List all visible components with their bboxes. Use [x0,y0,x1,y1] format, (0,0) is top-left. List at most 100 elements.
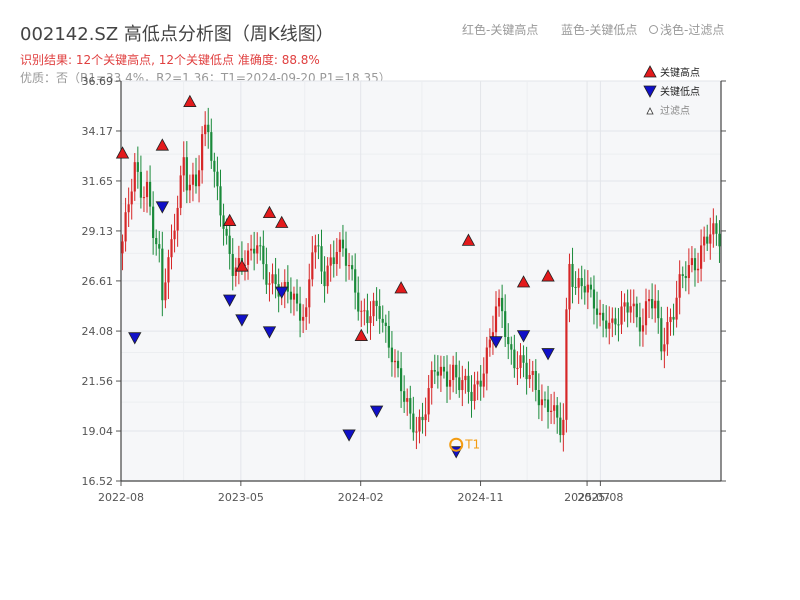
candle-body [317,245,320,247]
candle-body [298,303,302,321]
candle-body [182,157,185,176]
candle-body [537,389,540,406]
y-tick-label: 19.04 [82,425,114,438]
candle-body [326,265,329,287]
candle-body [259,245,262,247]
candle-body [237,258,240,268]
candle-body [684,276,687,279]
candle-body [461,380,464,391]
candle-body [602,312,605,321]
key-low-marker [275,286,289,299]
candle-body [608,322,611,329]
candle-body [262,245,265,265]
legend-label: 关键高点 [660,66,700,79]
candle-body [611,318,614,323]
candle-body [620,306,623,325]
candle-body [204,124,207,135]
candle-body [133,162,136,192]
candle-body [253,248,256,254]
t1-label: T1 [464,438,480,452]
key-high-marker [183,94,197,107]
legend-high-text: 红色-关键高点 [462,23,539,37]
candle-body [479,380,482,387]
candle-body [197,170,201,187]
candle-body [234,267,237,276]
candle-body [442,366,446,372]
candle-body [207,124,210,133]
candle-body [161,248,164,301]
candle-body [690,258,694,266]
candle-body [467,375,470,392]
candle-body [188,184,191,191]
candle-body [127,204,130,213]
candle-body [516,367,519,369]
key-low-marker [222,294,237,307]
candle-body [179,175,182,208]
candle-body [568,263,571,310]
candle-body [562,419,565,436]
candle-body [421,416,424,421]
candle-body [302,316,305,321]
candle-body [201,134,204,171]
candle-body [335,251,338,265]
candle-body [265,264,268,285]
candle-body [565,309,568,420]
candle-body [448,379,452,387]
candle-body [430,370,433,389]
key-high-marker [541,269,555,282]
key-high-marker [275,215,289,228]
candle-body [464,375,467,381]
candle-body [482,373,485,387]
candle-body [583,286,586,293]
legend-filtered-text: 浅色-过滤点 [649,21,724,38]
candle-body [559,417,562,436]
candle-body [605,320,608,329]
candle-body [525,362,528,380]
candle-body [338,239,341,252]
candle-body [158,244,161,249]
candle-body [614,318,617,325]
candle-body [681,274,684,277]
hollow-circle-icon [649,25,658,34]
candle-body [703,236,706,246]
candle-body [528,374,531,380]
candle-body [519,355,522,368]
candle-body [387,325,390,348]
candle-body [210,132,213,161]
t1-circle [449,437,464,452]
y-tick-label: 29.13 [82,225,114,238]
candle-body [130,191,133,205]
candle-body [142,197,146,199]
candle-body [644,301,648,326]
candle-body [185,157,188,191]
candle-body [351,265,354,270]
candle-body [534,370,537,390]
candle-body [657,300,660,319]
legend-label: 过滤点 [660,104,690,117]
candle-body [170,239,173,258]
candle-body [396,360,400,369]
key-high-marker [235,259,249,272]
candle-body [455,364,458,378]
candle-body [372,300,375,317]
y-tick-label: 24.08 [82,325,114,338]
candle-body [617,324,620,326]
candle-body [152,206,155,239]
candle-body [369,316,372,324]
candle-body [439,366,442,376]
key-low-marker [128,332,142,345]
candle-body [531,370,534,375]
y-tick-label: 36.69 [82,75,114,88]
candle-body [246,250,250,265]
key-high-marker [354,328,368,341]
key-high-marker [155,138,170,151]
candle-body [485,347,488,374]
candle-body [491,332,495,340]
candle-body [687,265,690,279]
candle-body [470,391,473,402]
candle-body [139,171,142,198]
candle-body [626,302,629,313]
candle-body [216,171,219,187]
candle-body [323,271,326,287]
candle-body [271,274,274,284]
